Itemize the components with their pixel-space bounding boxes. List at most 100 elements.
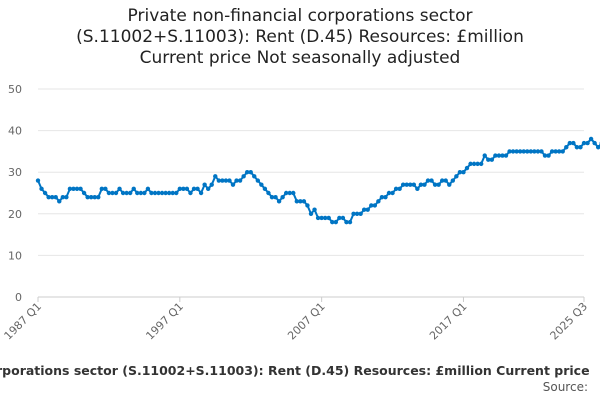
data-point	[567, 140, 573, 146]
data-point	[195, 186, 200, 192]
data-point	[166, 190, 172, 196]
data-point	[489, 157, 495, 162]
data-point	[241, 174, 246, 179]
data-point	[205, 186, 211, 192]
data-point	[244, 170, 250, 175]
data-point	[42, 190, 48, 196]
data-point	[163, 190, 168, 196]
data-point	[312, 207, 317, 212]
y-tick-label-40: 40	[8, 125, 22, 138]
data-point	[571, 140, 576, 146]
data-point	[592, 140, 597, 146]
data-point	[383, 194, 388, 200]
data-point	[124, 190, 129, 196]
data-point	[400, 182, 406, 187]
y-tick-label-20: 20	[8, 208, 22, 221]
data-point	[454, 174, 459, 179]
data-point	[422, 182, 427, 187]
data-point	[340, 215, 346, 221]
data-point	[322, 215, 328, 221]
chart-title-line-2: (S.11002+S.11003): Rent (D.45) Resources…	[76, 27, 524, 47]
legend-label: corporations sector (S.11002+S.11003): R…	[0, 363, 590, 378]
data-point	[482, 153, 487, 158]
y-tick-label-0: 0	[15, 291, 22, 304]
data-point	[276, 199, 282, 204]
x-tick-label-2017-Q1: 2017 Q1	[427, 300, 470, 343]
data-point	[439, 178, 445, 183]
data-point	[223, 178, 229, 183]
chart-title-line-1: Private non-financial corporations secto…	[127, 6, 473, 26]
data-point	[578, 145, 583, 150]
data-point	[248, 170, 253, 175]
data-point	[347, 219, 353, 225]
data-point	[213, 174, 218, 179]
data-point	[142, 190, 147, 196]
data-point	[117, 186, 122, 192]
data-point	[149, 190, 154, 196]
data-point	[156, 190, 161, 196]
data-point	[216, 178, 222, 183]
data-point	[521, 149, 526, 154]
y-tick-label-10: 10	[8, 249, 22, 262]
data-point	[113, 190, 119, 196]
data-point	[305, 203, 310, 208]
data-point	[330, 219, 335, 225]
data-point	[177, 186, 183, 192]
data-point	[103, 186, 108, 192]
data-point	[209, 182, 214, 187]
data-point	[369, 203, 374, 208]
data-point	[152, 190, 158, 196]
y-tick-label-30: 30	[8, 166, 22, 179]
data-point	[96, 194, 101, 200]
data-point	[64, 194, 69, 200]
data-point	[379, 194, 385, 200]
data-point	[408, 182, 413, 187]
data-point	[174, 190, 179, 196]
data-point	[500, 153, 505, 158]
data-point	[234, 178, 239, 183]
data-point	[560, 149, 565, 154]
data-point	[517, 149, 523, 154]
data-point	[404, 182, 409, 187]
data-point	[525, 149, 530, 154]
x-tick-label-1997-Q1: 1997 Q1	[143, 300, 186, 343]
data-point	[564, 145, 569, 150]
y-tick-label-50: 50	[8, 83, 22, 96]
x-tick-label-2007-Q1: 2007 Q1	[285, 300, 328, 343]
data-point	[493, 153, 498, 158]
data-point	[39, 186, 44, 192]
data-point	[468, 161, 473, 167]
data-point	[361, 207, 367, 212]
data-point	[574, 145, 580, 150]
data-point	[294, 199, 300, 204]
data-point	[415, 186, 420, 192]
data-point	[436, 182, 441, 187]
data-point	[418, 182, 424, 187]
data-point	[81, 190, 87, 196]
chart-title: Private non-financial corporations secto…	[0, 6, 600, 69]
data-point	[390, 190, 395, 196]
data-point	[120, 190, 126, 196]
data-point	[447, 182, 452, 187]
data-point	[291, 190, 296, 196]
x-tick-label-1987-Q1: 1987 Q1	[2, 300, 45, 343]
chart-title-line-3: Current price Not seasonally adjusted	[139, 48, 461, 68]
data-point	[127, 190, 133, 196]
data-point	[581, 140, 587, 146]
data-point	[425, 178, 431, 183]
data-point	[546, 153, 551, 158]
data-point	[283, 190, 289, 196]
data-point	[553, 149, 558, 154]
data-point	[135, 190, 140, 196]
data-point	[326, 215, 331, 221]
data-point	[57, 199, 62, 204]
data-point	[85, 194, 90, 200]
data-point	[262, 186, 268, 192]
data-point	[595, 145, 600, 150]
data-point	[110, 190, 115, 196]
data-point	[252, 174, 257, 179]
data-point	[542, 153, 548, 158]
data-point	[198, 190, 204, 196]
data-point	[528, 149, 534, 154]
